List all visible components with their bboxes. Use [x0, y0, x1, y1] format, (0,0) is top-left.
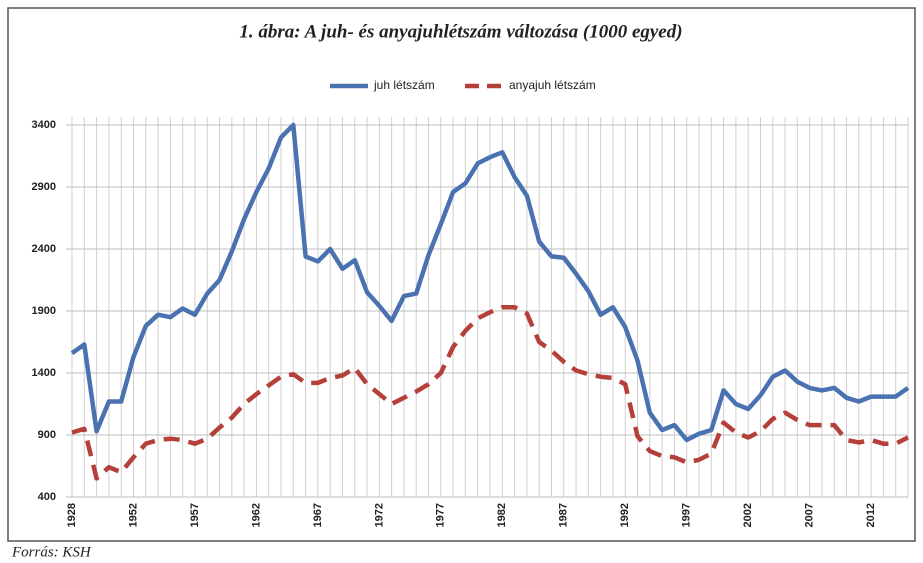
x-tick-label: 1957	[189, 503, 201, 527]
x-tick-label: 1962	[250, 503, 262, 527]
y-tick-label: 1400	[32, 367, 56, 379]
x-tick-label: 1967	[312, 503, 324, 527]
chart-title: 1. ábra: A juh- és anyajuhlétszám változ…	[239, 21, 682, 42]
legend-label: anyajuh létszám	[509, 78, 596, 92]
y-tick-label: 2400	[32, 243, 56, 255]
x-tick-label: 1997	[681, 503, 693, 527]
x-tick-label: 1987	[558, 503, 570, 527]
y-tick-label: 1900	[32, 305, 56, 317]
frame	[7, 7, 916, 542]
y-tick-label: 400	[38, 491, 56, 503]
x-tick-label: 1977	[435, 503, 447, 527]
y-tick-label: 3400	[32, 119, 56, 131]
x-tick-label: 1952	[127, 503, 139, 527]
x-tick-label: 1972	[373, 503, 385, 527]
x-tick-label: 1992	[619, 503, 631, 527]
source-note: Forrás: KSH	[11, 544, 92, 560]
x-tick-label: 1982	[496, 503, 508, 527]
legend-label: juh létszám	[373, 78, 435, 92]
x-tick-label: 2007	[804, 503, 816, 527]
x-tick-label: 2002	[742, 503, 754, 527]
y-tick-label: 2900	[32, 181, 56, 193]
data-line	[70, 122, 910, 443]
data-line	[71, 305, 910, 481]
x-tick-label: 1928	[66, 503, 78, 527]
y-tick-label: 900	[38, 429, 56, 441]
x-tick-label: 2012	[865, 503, 877, 527]
